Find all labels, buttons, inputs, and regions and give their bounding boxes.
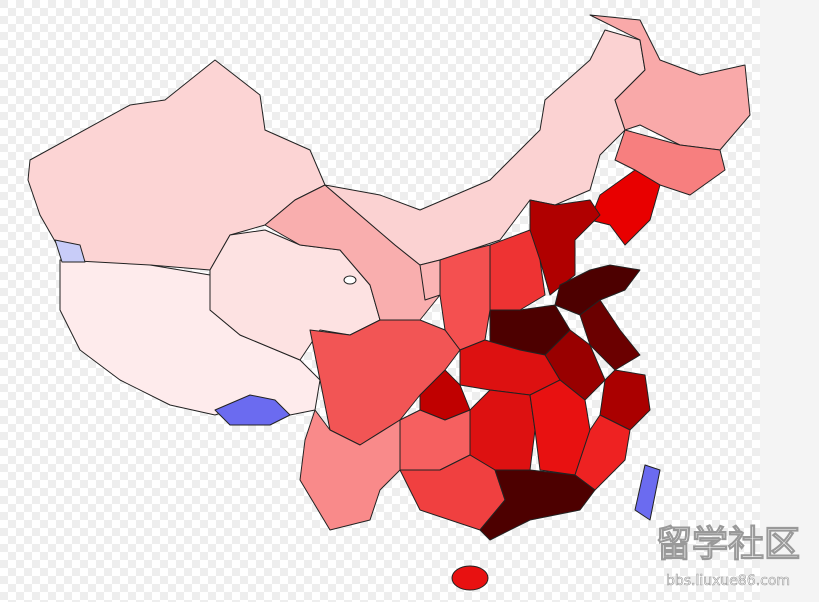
disputed-west	[54, 239, 86, 263]
watermark-title: 留学社区	[656, 523, 800, 565]
taiwan	[634, 464, 661, 521]
shandong	[554, 264, 641, 316]
lake	[343, 275, 357, 285]
background-margin	[760, 0, 819, 602]
provinces	[27, 14, 751, 591]
yunnan	[299, 409, 401, 531]
guangdong	[479, 469, 596, 541]
watermark-url: bbs.liuxue86.com	[666, 573, 790, 589]
disputed-south	[214, 394, 291, 426]
hunan	[469, 389, 536, 471]
hainan	[451, 565, 489, 591]
ningxia	[419, 259, 441, 301]
jilin	[614, 129, 726, 196]
